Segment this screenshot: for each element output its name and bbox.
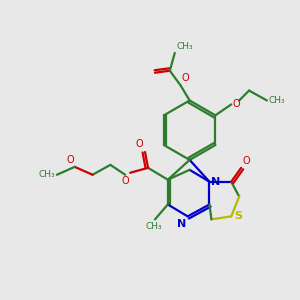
Text: CH₃: CH₃ (269, 96, 286, 105)
Text: O: O (182, 73, 189, 82)
Text: CH₃: CH₃ (146, 222, 162, 231)
Text: S: S (234, 212, 242, 221)
Text: N: N (212, 177, 221, 187)
Text: O: O (135, 139, 143, 149)
Text: CH₃: CH₃ (177, 42, 194, 51)
Text: O: O (122, 176, 129, 186)
Text: CH₃: CH₃ (38, 170, 55, 179)
Text: N: N (177, 219, 187, 230)
Text: O: O (242, 156, 250, 166)
Text: O: O (232, 99, 240, 110)
Text: O: O (66, 155, 74, 165)
